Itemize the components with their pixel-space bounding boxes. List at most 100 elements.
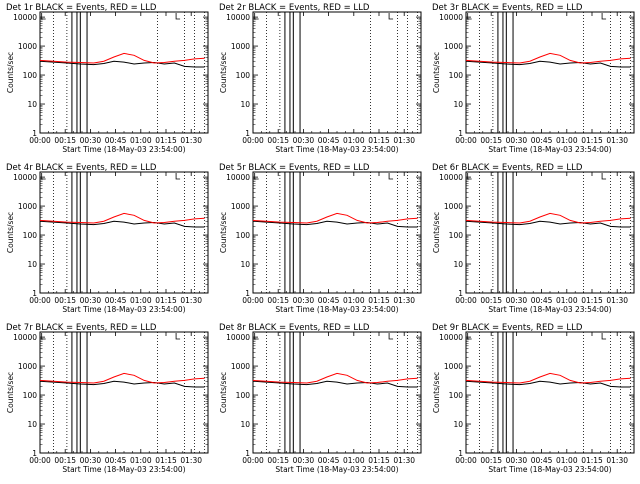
x-tick-label: 00:30 [506,136,528,145]
x-tick-label: 01:15 [155,136,177,145]
chart-title: Det 8r BLACK = Events, RED = LLD [219,323,370,333]
x-tick-label: 01:30 [180,296,202,305]
x-tick-label: 00:15 [54,296,76,305]
x-tick-label: 00:15 [480,296,502,305]
x-tick-label: 00:00 [242,296,264,305]
x-tick-label: 00:15 [480,456,502,465]
gap-bracket [175,13,181,20]
gap-bracket [467,333,472,340]
x-tick-label: 00:30 [293,456,315,465]
chart-title: Det 2r BLACK = Events, RED = LLD [219,3,370,13]
x-tick-label: 01:00 [130,456,152,465]
y-tick-label: 1000 [231,202,250,211]
y-tick-label: 100 [449,231,464,240]
y-tick-label: 1 [458,129,463,138]
interval-box [505,331,514,454]
y-tick-label: 1000 [18,202,37,211]
x-tick-label: 01:30 [180,136,202,145]
interval-box [79,11,88,134]
y-tick-label: 1 [245,449,250,458]
plot-frame [252,331,422,454]
series-events-line [252,380,418,388]
x-tick-label: 00:00 [455,136,477,145]
x-tick-label: 00:00 [242,136,264,145]
y-tick-label: 1000 [444,42,463,51]
gap-bracket [388,13,394,20]
x-tick-label: 00:30 [506,456,528,465]
y-tick-label: 1 [245,129,250,138]
x-tick-label: 00:30 [506,296,528,305]
plot-frame [465,331,635,454]
x-tick-label: 01:15 [581,456,603,465]
plot-frame [252,11,422,134]
gap-bracket [388,333,394,340]
y-tick-label: 10 [27,100,37,109]
y-tick-label: 10000 [439,173,463,182]
x-tick-label: 00:45 [105,296,127,305]
y-axis-label: Counts/sec [219,52,228,93]
series-events-line [465,220,631,228]
y-tick-label: 10 [240,420,250,429]
interval-box [505,171,514,294]
y-tick-label: 10000 [13,13,37,22]
y-tick-label: 1 [458,289,463,298]
y-axis-label: Counts/sec [6,52,15,93]
interval-box [292,331,301,454]
y-axis-label: Counts/sec [219,212,228,253]
chart-title: Det 1r BLACK = Events, RED = LLD [6,3,157,13]
interval-box [292,11,301,134]
x-tick-label: 00:45 [318,456,340,465]
x-tick-label: 00:45 [531,456,553,465]
x-tick-label: 01:00 [130,136,152,145]
x-tick-label: 00:30 [80,296,102,305]
x-tick-label: 01:15 [581,136,603,145]
interval-box [71,171,78,294]
chart-title: Det 6r BLACK = Events, RED = LLD [432,163,583,173]
chart-title: Det 3r BLACK = Events, RED = LLD [432,3,583,13]
series-lld-line [465,212,631,224]
x-tick-label: 01:00 [343,296,365,305]
y-tick-label: 100 [23,231,38,240]
series-events-line [39,220,205,228]
chart-title: Det 7r BLACK = Events, RED = LLD [6,323,157,333]
x-tick-label: 01:15 [368,296,390,305]
x-tick-label: 00:45 [105,136,127,145]
x-axis-label: Start Time (18-May-03 23:54:00) [62,305,185,314]
x-tick-label: 00:00 [29,136,51,145]
x-tick-label: 01:15 [368,456,390,465]
x-tick-label: 01:30 [393,136,415,145]
y-tick-label: 10 [453,260,463,269]
y-tick-label: 100 [449,71,464,80]
series-lld-line [39,372,205,384]
series-lld-line [465,52,631,64]
chart-title: Det 9r BLACK = Events, RED = LLD [432,323,583,333]
x-tick-label: 00:15 [480,136,502,145]
chart-title: Det 5r BLACK = Events, RED = LLD [219,163,370,173]
x-tick-label: 01:30 [606,136,628,145]
x-tick-label: 01:30 [606,296,628,305]
x-tick-label: 01:00 [556,456,578,465]
interval-box [71,11,78,134]
x-tick-label: 00:30 [80,456,102,465]
y-axis-label: Counts/sec [432,372,441,413]
plot-frame [39,171,209,294]
x-tick-label: 00:15 [54,136,76,145]
gap-bracket [388,173,394,180]
x-tick-label: 00:00 [29,296,51,305]
interval-box [497,331,504,454]
interval-box [71,331,78,454]
plot-frame [252,171,422,294]
x-tick-label: 01:00 [343,136,365,145]
y-tick-label: 1000 [444,362,463,371]
x-axis-label: Start Time (18-May-03 23:54:00) [62,145,185,154]
y-tick-label: 1 [458,449,463,458]
x-tick-label: 00:15 [267,456,289,465]
y-tick-label: 100 [23,71,38,80]
y-tick-label: 1000 [18,42,37,51]
